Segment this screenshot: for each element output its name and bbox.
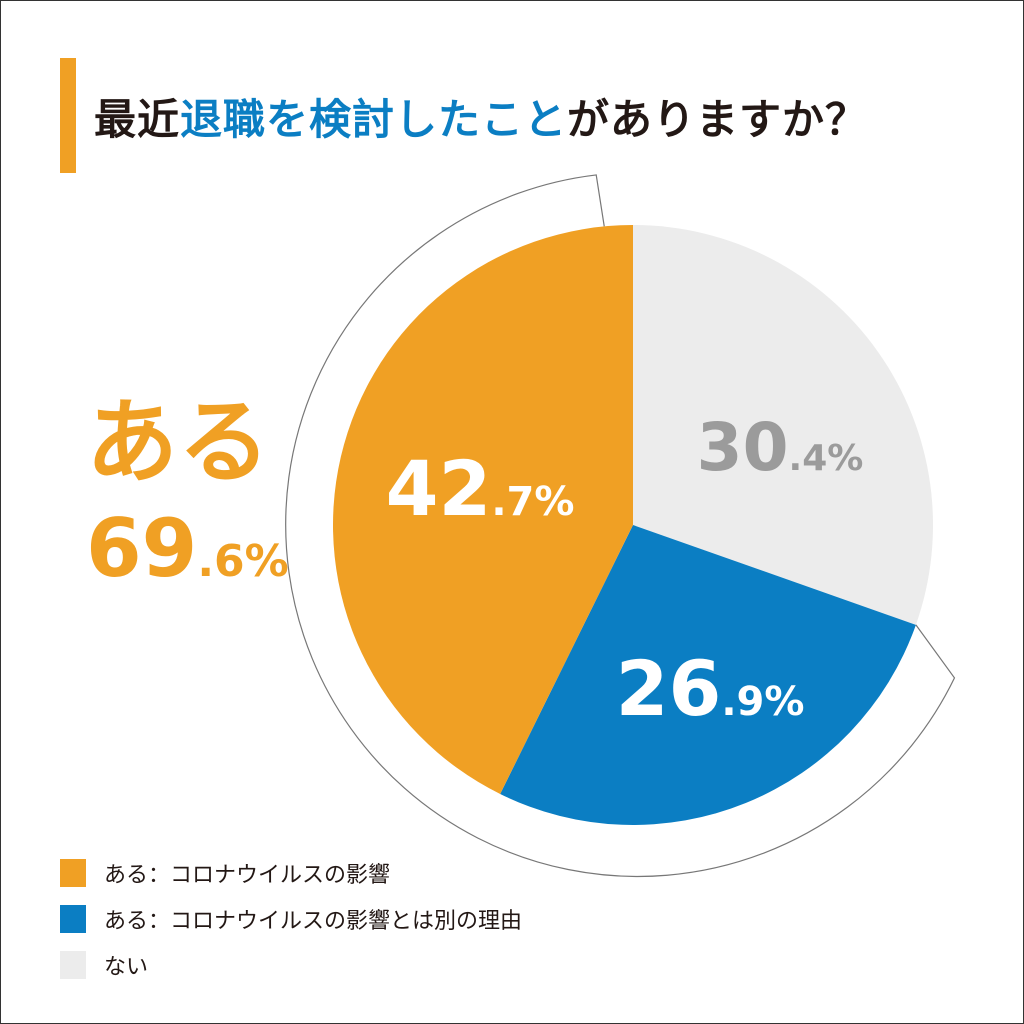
slice-value-label: 26.9% [616,644,805,733]
summary-percent: 69.6% [86,504,289,607]
chart-title: 最近退職を検討したことがありますか？ [94,86,868,147]
pie-slice [633,225,934,625]
legend: ある：コロナウイルスの影響 ある：コロナウイルスの影響とは別の理由 ない [60,850,522,988]
legend-item: ない [60,942,522,988]
title-part2: がありますか？ [567,95,869,144]
pie-slice [333,225,633,794]
summary-percent-decimal: .6% [197,536,289,587]
summary-label: ある 69.6% [86,388,289,607]
title-highlight: 退職を検討したこと [180,95,568,144]
legend-item: ある：コロナウイルスの影響とは別の理由 [60,896,522,942]
title-part1: 最近 [94,95,181,144]
legend-swatch [60,859,86,887]
legend-item: ある：コロナウイルスの影響 [60,850,522,896]
aru-group-outline [285,174,956,878]
summary-word: ある [86,389,271,496]
title-accent-bar [60,58,76,173]
slice-value-label: 42.7% [386,444,575,533]
legend-label: ある：コロナウイルスの影響とは別の理由 [104,909,523,934]
summary-percent-main: 69 [86,502,198,595]
slice-value-label: 30.4% [697,409,864,486]
legend-swatch [60,905,86,933]
legend-label: ある：コロナウイルスの影響 [104,863,391,888]
legend-label: ない [104,955,149,980]
pie-slice [500,525,916,826]
legend-swatch [60,951,86,979]
